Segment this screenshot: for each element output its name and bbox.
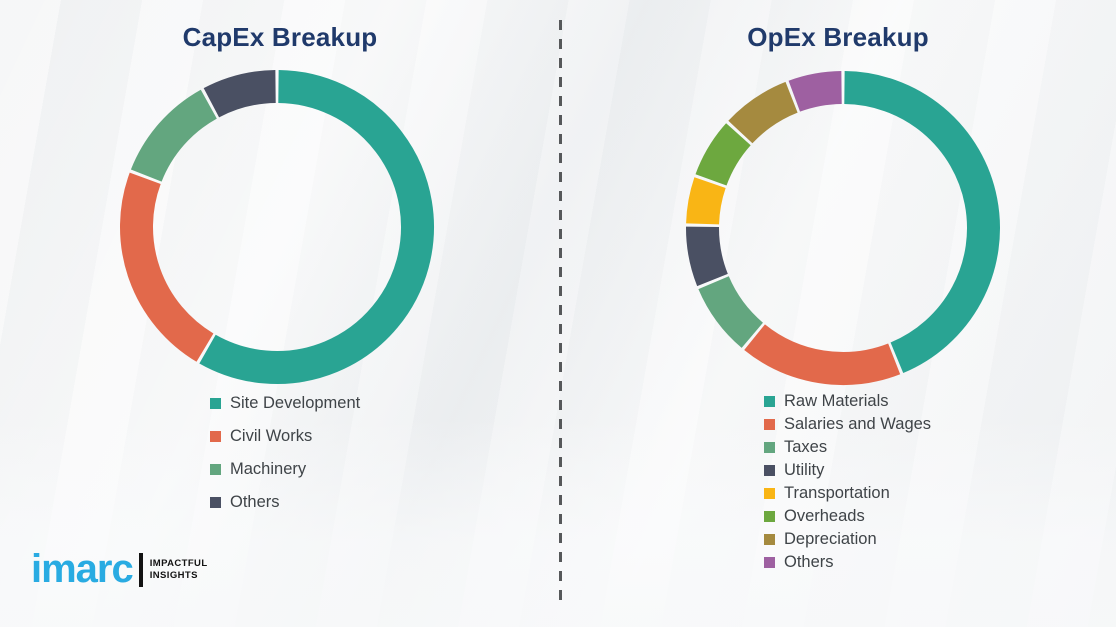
legend-label-salaries-and-wages: Salaries and Wages [784, 415, 932, 433]
legend-item-taxes: Taxes [764, 438, 931, 457]
legend-swatch-taxes [764, 442, 775, 453]
opex-chart-title: OpEx Breakup [747, 22, 929, 52]
legend-item-site-development: Site Development [210, 393, 360, 413]
legend-label-civil-works: Civil Works [230, 426, 313, 445]
legend-swatch-depreciation [764, 534, 775, 545]
donut-segment-raw-materials [844, 71, 1000, 373]
legend-label-site-development: Site Development [230, 393, 361, 412]
legend-item-transportation: Transportation [764, 484, 931, 503]
imarc-tagline-line2: INSIGHTS [149, 570, 198, 581]
legend-label-depreciation: Depreciation [784, 530, 877, 548]
capex-chart-title: CapEx Breakup [182, 22, 378, 52]
legend-label-others: Others [230, 492, 280, 511]
legend-swatch-overheads [764, 511, 775, 522]
capex-legend: Site Development Civil Works Machinery Othe… [210, 393, 360, 525]
legend-swatch-civil-works [210, 430, 221, 442]
legend-item-others: Others [210, 492, 360, 512]
legend-swatch-others [764, 557, 775, 568]
imarc-logo-wordmark: imarc [31, 547, 134, 591]
legend-label-taxes: Taxes [784, 438, 828, 456]
opex-legend: Raw Materials Salaries and Wages Taxes Util… [764, 392, 931, 576]
legend-item-depreciation: Depreciation [764, 530, 931, 549]
donut-segment-others [788, 71, 843, 112]
donut-segment-taxes [698, 275, 764, 348]
legend-item-others: Others [764, 553, 931, 572]
donut-segment-civil-works [120, 172, 214, 362]
donut-segment-overheads [695, 123, 751, 186]
imarc-logo-divider-bar [138, 553, 143, 587]
legend-label-overheads: Overheads [784, 507, 865, 525]
legend-item-utility: Utility [764, 461, 931, 480]
donut-segment-salaries-and-wages [744, 324, 901, 385]
donut-segment-machinery [130, 89, 218, 183]
legend-swatch-site-development [210, 397, 221, 409]
legend-label-machinery: Machinery [230, 459, 307, 478]
legend-label-raw-materials: Raw Materials [784, 392, 889, 410]
legend-swatch-transportation [764, 488, 775, 499]
opex-donut-chart [686, 71, 1000, 385]
legend-label-utility: Utility [784, 461, 825, 479]
legend-swatch-salaries-and-wages [764, 419, 775, 430]
legend-item-civil-works: Civil Works [210, 426, 360, 446]
capex-donut-chart [120, 70, 434, 384]
imarc-tagline-line1: IMPACTFUL [149, 557, 208, 569]
legend-item-overheads: Overheads [764, 507, 931, 526]
donut-segment-utility [686, 226, 728, 287]
donut-segment-depreciation [728, 81, 799, 144]
dashed-divider-line [559, 20, 562, 605]
legend-swatch-utility [764, 465, 775, 476]
legend-swatch-others [210, 496, 221, 508]
legend-item-salaries-and-wages: Salaries and Wages [764, 415, 931, 434]
donut-segment-others [203, 70, 277, 118]
legend-label-others: Others [784, 553, 834, 571]
legend-swatch-machinery [210, 463, 221, 475]
legend-swatch-raw-materials [764, 396, 775, 407]
legend-item-raw-materials: Raw Materials [764, 392, 931, 411]
imarc-logo: imarc IMPACTFUL INSIGHTS [31, 549, 208, 589]
imarc-logo-tagline: IMPACTFUL INSIGHTS [150, 558, 208, 583]
donut-segment-site-development [199, 70, 434, 384]
legend-item-machinery: Machinery [210, 459, 360, 479]
legend-label-transportation: Transportation [784, 484, 890, 502]
donut-segment-transportation [686, 177, 726, 225]
